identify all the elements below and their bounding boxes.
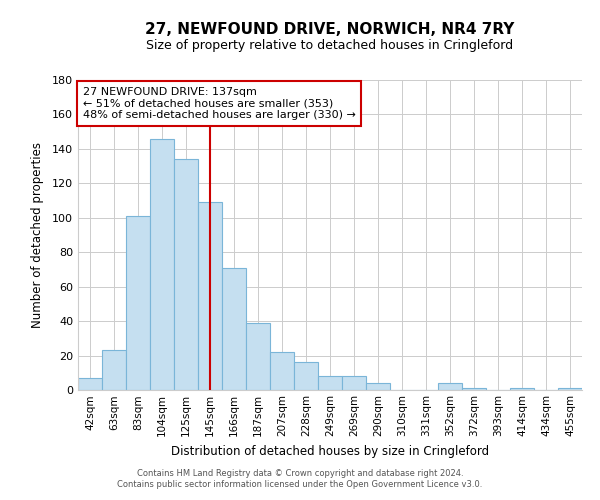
Bar [174, 159, 198, 390]
Bar [366, 383, 390, 390]
Bar [102, 350, 126, 390]
Text: 27, NEWFOUND DRIVE, NORWICH, NR4 7RY: 27, NEWFOUND DRIVE, NORWICH, NR4 7RY [145, 22, 515, 38]
Bar [510, 388, 534, 390]
Bar [150, 138, 174, 390]
Bar [126, 216, 150, 390]
Bar [294, 362, 318, 390]
Bar [318, 376, 342, 390]
Bar [438, 383, 462, 390]
X-axis label: Distribution of detached houses by size in Cringleford: Distribution of detached houses by size … [171, 444, 489, 458]
Bar [222, 268, 246, 390]
Bar [78, 378, 102, 390]
Text: 27 NEWFOUND DRIVE: 137sqm
← 51% of detached houses are smaller (353)
48% of semi: 27 NEWFOUND DRIVE: 137sqm ← 51% of detac… [83, 87, 356, 120]
Bar [198, 202, 222, 390]
Text: Contains public sector information licensed under the Open Government Licence v3: Contains public sector information licen… [118, 480, 482, 489]
Bar [270, 352, 294, 390]
Text: Size of property relative to detached houses in Cringleford: Size of property relative to detached ho… [146, 39, 514, 52]
Y-axis label: Number of detached properties: Number of detached properties [31, 142, 44, 328]
Bar [558, 388, 582, 390]
Bar [462, 388, 486, 390]
Bar [246, 323, 270, 390]
Bar [342, 376, 366, 390]
Text: Contains HM Land Registry data © Crown copyright and database right 2024.: Contains HM Land Registry data © Crown c… [137, 468, 463, 477]
